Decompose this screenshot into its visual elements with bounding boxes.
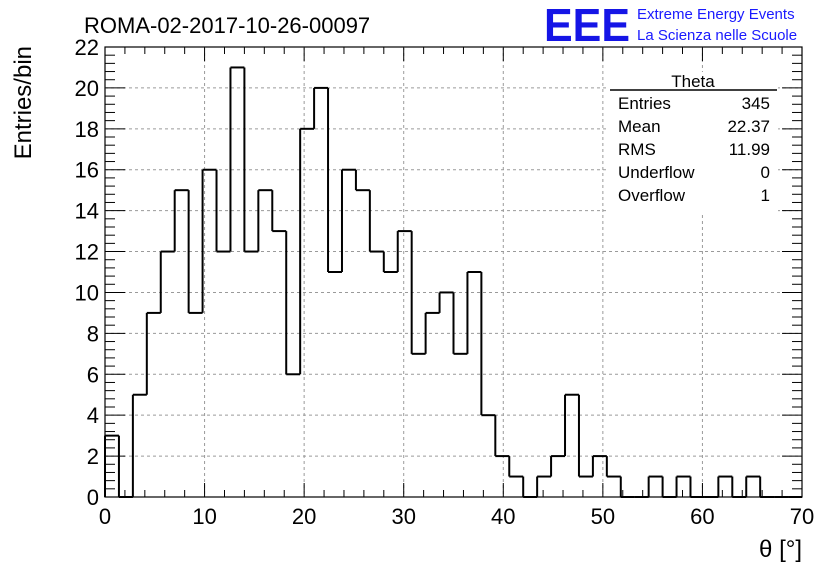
plot-frame	[104, 46, 803, 498]
y-tick-label: 14	[75, 199, 99, 224]
x-axis-label: θ [°]	[759, 536, 802, 563]
x-tick-label: 0	[99, 504, 111, 529]
stats-box: Theta Entries 345 Mean 22.37 RMS 11.99 Underfl…	[608, 72, 778, 212]
y-axis-label: Entries/bin	[10, 46, 37, 159]
y-tick-label: 22	[75, 35, 99, 60]
x-tick-label: 60	[690, 504, 714, 529]
stats-value: 1	[761, 186, 770, 205]
stats-label: Underflow	[618, 163, 695, 182]
y-tick-label: 16	[75, 158, 99, 183]
stats-box-background	[608, 72, 778, 212]
stats-label: Entries	[618, 94, 671, 113]
x-tick-label: 40	[491, 504, 515, 529]
y-tick-label: 10	[75, 280, 99, 305]
stats-label: RMS	[618, 140, 656, 159]
y-tick-label: 2	[87, 444, 99, 469]
histogram-layer	[104, 66, 802, 498]
x-tick-label: 70	[790, 504, 814, 529]
stats-box-title: Theta	[671, 72, 715, 91]
y-tick-label: 0	[87, 485, 99, 510]
y-tick-label: 6	[87, 362, 99, 387]
y-tick-label: 20	[75, 76, 99, 101]
stats-value: 0	[761, 163, 770, 182]
y-tick-label: 8	[87, 321, 99, 346]
x-tick-label: 20	[292, 504, 316, 529]
stats-value: 11.99	[729, 140, 770, 159]
eee-logo: EEE	[544, 0, 630, 51]
run-title: ROMA-02-2017-10-26-00097	[84, 13, 370, 38]
y-tick-label: 12	[75, 240, 99, 265]
org-name-line1: Extreme Energy Events	[637, 6, 795, 23]
x-tick-label: 10	[192, 504, 216, 529]
stats-label: Overflow	[618, 186, 686, 205]
org-name-line2: La Scienza nelle Scuole	[637, 27, 797, 44]
stats-value: 22.37	[727, 117, 770, 136]
y-tick-label: 18	[75, 117, 99, 142]
x-tick-label: 50	[591, 504, 615, 529]
y-tick-label: 4	[87, 403, 99, 428]
ticks-layer	[104, 46, 803, 498]
stats-value: 345	[742, 94, 770, 113]
stats-label: Mean	[618, 117, 661, 136]
x-tick-label: 30	[391, 504, 415, 529]
